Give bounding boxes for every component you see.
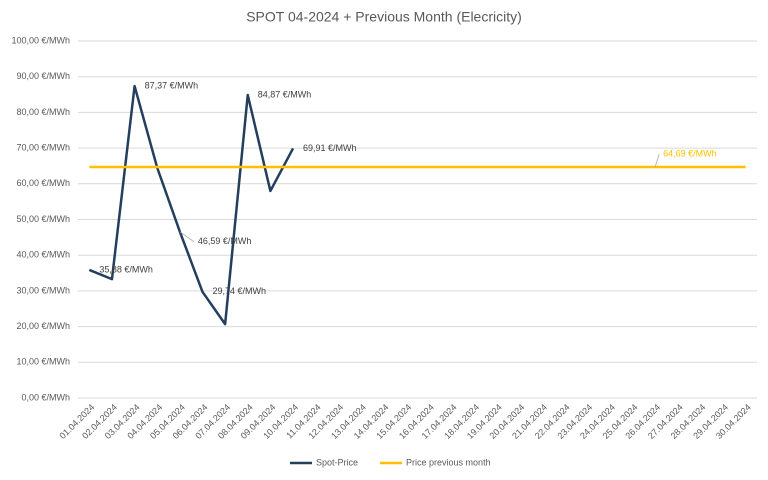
y-tick-label: 70,00 €/MWh <box>16 142 70 152</box>
chart-title: SPOT 04-2024 + Previous Month (Elecricit… <box>246 9 522 25</box>
y-tick-label: 100,00 €/MWh <box>11 35 70 45</box>
data-label: 35,88 €/MWh <box>99 264 153 274</box>
y-tick-label: 90,00 €/MWh <box>16 71 70 81</box>
data-label: 64,69 €/MWh <box>663 148 717 158</box>
data-label: 29,74 €/MWh <box>212 286 266 296</box>
leader-line <box>179 231 195 242</box>
data-label: 87,37 €/MWh <box>145 80 199 90</box>
data-label: 69,91 €/MWh <box>303 143 357 153</box>
data-label: 84,87 €/MWh <box>258 89 312 99</box>
y-tick-label: 50,00 €/MWh <box>16 214 70 224</box>
y-tick-label: 40,00 €/MWh <box>16 250 70 260</box>
legend-label: Price previous month <box>406 457 491 467</box>
y-tick-label: 80,00 €/MWh <box>16 107 70 117</box>
y-tick-label: 60,00 €/MWh <box>16 178 70 188</box>
leader-line <box>654 153 660 168</box>
y-tick-label: 0,00 €/MWh <box>21 392 70 402</box>
y-tick-label: 30,00 €/MWh <box>16 285 70 295</box>
data-label: 46,59 €/MWh <box>198 236 252 246</box>
y-tick-label: 10,00 €/MWh <box>16 357 70 367</box>
series-line <box>88 84 295 326</box>
y-tick-label: 20,00 €/MWh <box>16 321 70 331</box>
legend-label: Spot-Price <box>316 457 358 467</box>
